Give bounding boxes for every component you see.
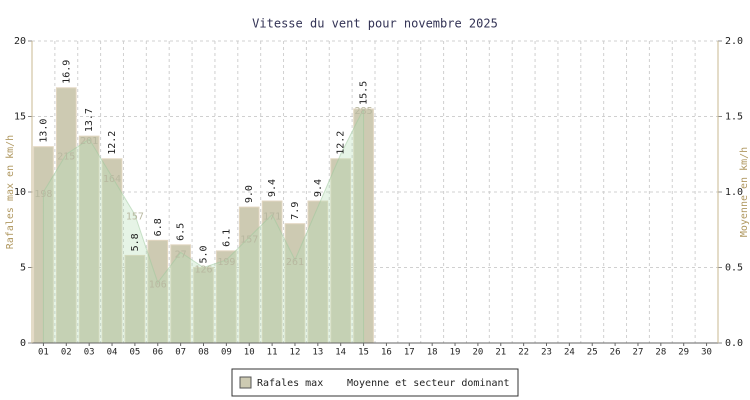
value-label: 5.8	[130, 233, 141, 251]
value-label: 5.0	[199, 245, 210, 263]
value-label: 9.4	[313, 179, 324, 197]
chart-title: Vitesse du vent pour novembre 2025	[252, 17, 498, 31]
sector-label: 106	[149, 280, 167, 291]
sector-label: 157	[240, 234, 258, 245]
y-tick-label: 0	[20, 338, 26, 349]
value-label: 15.5	[359, 81, 370, 105]
x-tick-label: 23	[541, 348, 552, 358]
value-label: 6.5	[176, 223, 187, 241]
y-axis-title: Rafales max en km/h	[5, 135, 16, 249]
x-tick-label: 18	[427, 348, 438, 358]
x-tick-label: 27	[633, 348, 644, 358]
x-tick-label: 10	[244, 348, 255, 358]
x-tick-label: 29	[678, 348, 689, 358]
y-tick-label: 15	[14, 112, 26, 123]
x-tick-label: 04	[107, 348, 118, 358]
x-tick-label: 16	[381, 348, 392, 358]
x-tick-label: 01	[38, 348, 49, 358]
y2-tick-label: 1.0	[725, 187, 743, 198]
y-tick-label: 5	[20, 263, 26, 274]
x-tick-label: 03	[84, 348, 95, 358]
x-tick-label: 26	[610, 348, 621, 358]
x-tick-label: 08	[198, 348, 209, 358]
sector-label: 215	[57, 151, 75, 162]
y-tick-label: 20	[14, 36, 26, 47]
sector-label: 285	[355, 106, 373, 117]
sector-label: 199	[217, 257, 235, 268]
sector-label: 157	[126, 212, 144, 223]
value-label: 12.2	[336, 131, 347, 155]
sector-label: 198	[34, 189, 52, 200]
sector-label: 164	[103, 174, 121, 185]
x-tick-label: 24	[564, 348, 575, 358]
value-label: 9.4	[267, 179, 278, 197]
x-tick-label: 02	[61, 348, 72, 358]
value-label: 16.9	[61, 60, 72, 84]
value-label: 13.7	[84, 108, 95, 132]
sector-label: 126	[194, 265, 212, 276]
value-label: 6.8	[153, 218, 164, 236]
x-tick-label: 12	[290, 348, 301, 358]
x-tick-label: 21	[495, 348, 506, 358]
value-label: 9.0	[244, 185, 255, 203]
x-tick-label: 28	[655, 348, 666, 358]
x-tick-label: 19	[450, 348, 461, 358]
legend-label: Moyenne et secteur dominant	[347, 378, 510, 389]
y2-tick-label: 1.5	[725, 112, 743, 123]
value-label: 13.0	[38, 119, 49, 143]
sector-label: 171	[263, 212, 281, 223]
x-tick-label: 22	[518, 348, 529, 358]
x-tick-label: 05	[129, 348, 140, 358]
legend-label: Rafales max	[257, 378, 323, 389]
y2-axis-title: Moyenne en km/h	[739, 147, 750, 237]
x-tick-label: 13	[312, 348, 323, 358]
y2-tick-label: 2.0	[725, 36, 743, 47]
x-tick-label: 20	[472, 348, 483, 358]
value-label: 12.2	[107, 131, 118, 155]
x-tick-label: 11	[267, 348, 278, 358]
value-label: 7.9	[290, 202, 301, 220]
legend-swatch	[239, 376, 252, 389]
mean-area	[42, 108, 365, 344]
x-tick-label: 25	[587, 348, 598, 358]
value-label: 6.1	[221, 229, 232, 247]
x-tick-label: 07	[175, 348, 186, 358]
y2-tick-label: 0.0	[725, 338, 743, 349]
y-tick-label: 10	[14, 187, 26, 198]
sector-label: 261	[286, 257, 304, 268]
sector-label: 27	[175, 249, 187, 260]
y2-tick-label: 0.5	[725, 263, 743, 274]
x-tick-label: 09	[221, 348, 232, 358]
x-tick-label: 17	[404, 348, 415, 358]
legend	[231, 368, 519, 397]
sector-label: 201	[80, 136, 98, 147]
x-tick-label: 06	[152, 348, 163, 358]
x-tick-label: 30	[701, 348, 712, 358]
x-tick-label: 14	[335, 348, 346, 358]
x-tick-label: 15	[358, 348, 369, 358]
